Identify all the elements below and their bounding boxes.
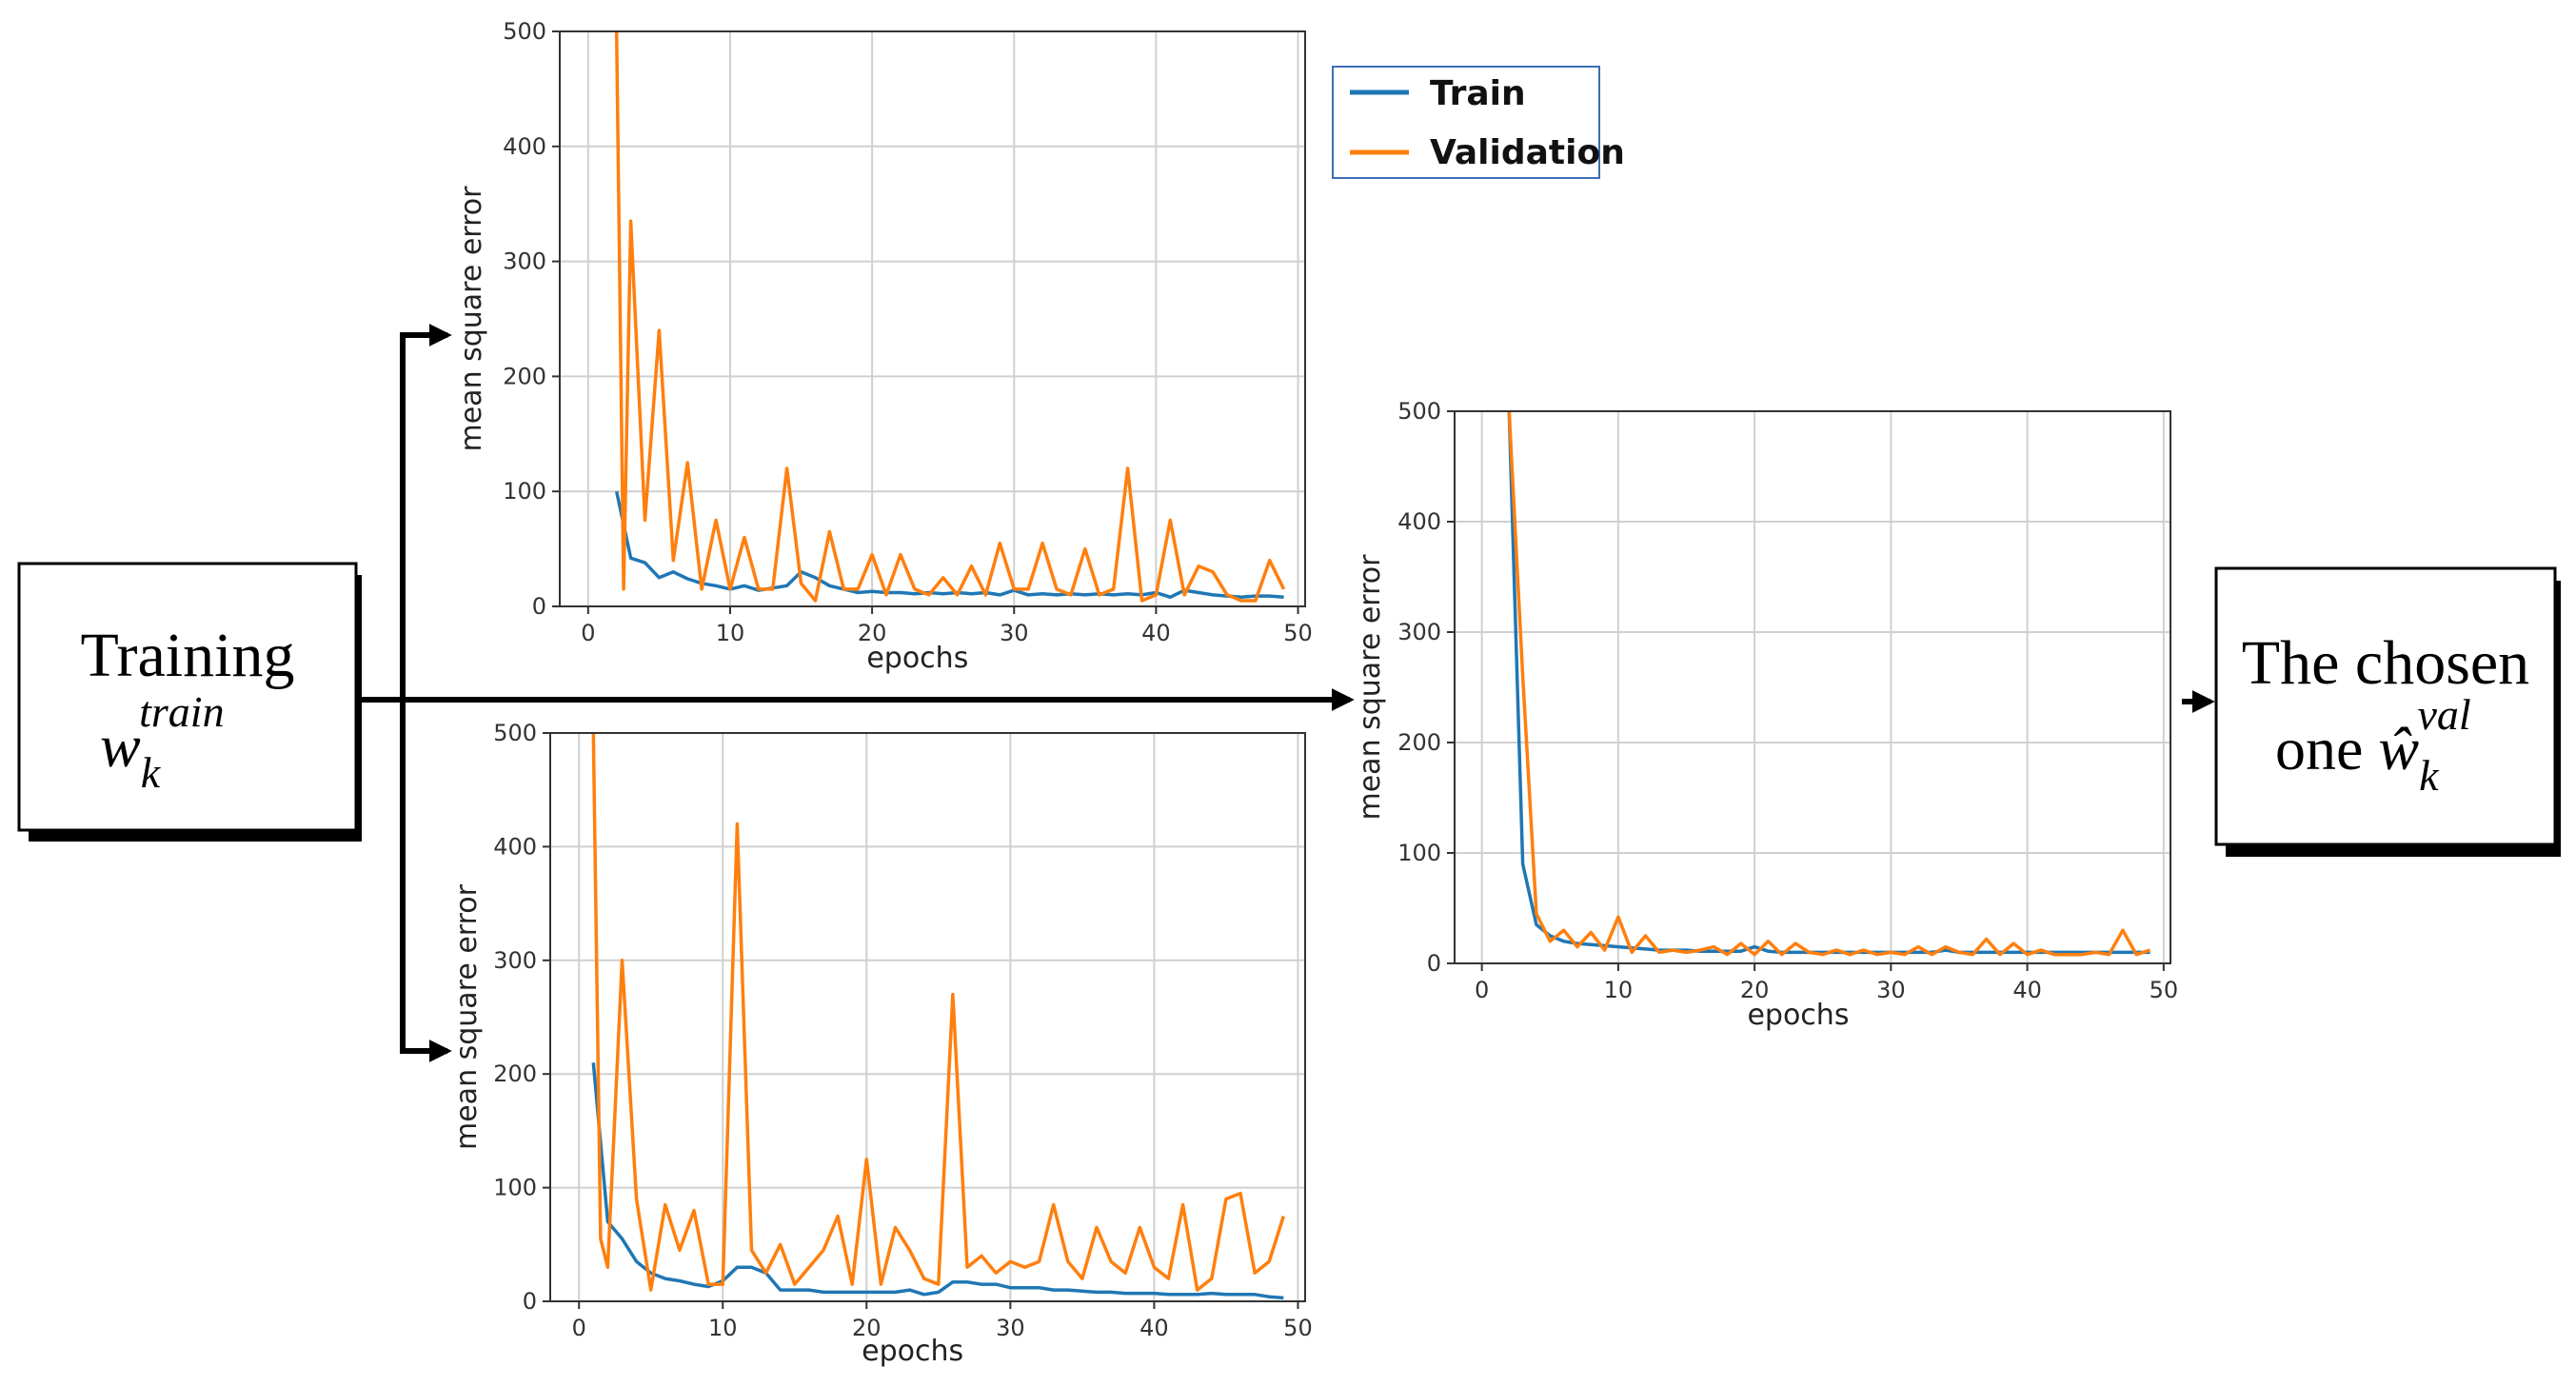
x-tick-label: 40 [2012,977,2042,1003]
y-tick-label: 400 [1397,508,1441,535]
x-tick-label: 0 [1475,977,1489,1003]
training-box: Training wk train [17,562,362,842]
x-tick-label: 20 [1740,977,1770,1003]
series-line-train [591,1062,1284,1300]
series-line-validation [1507,410,2151,957]
chosen-weight-base: ŵ [2378,715,2419,783]
y-tick-label: 200 [503,363,546,389]
training-box-frame [17,562,358,832]
flow-arrows [360,324,2215,1062]
y-tick-label: 0 [532,593,546,620]
training-weight-base: w [100,712,141,780]
chosen-weight-label: one ŵk val [2275,690,2471,800]
chosen-box-frame [2214,566,2557,846]
y-tick-label: 500 [503,18,546,45]
x-tick-label: 50 [1283,620,1313,646]
x-axis-label: epochs [862,1335,963,1368]
x-tick-label: 30 [1000,620,1029,646]
training-weight-sup: train [139,687,224,736]
legend-frame [1332,66,1600,179]
plot-frame [559,30,1306,607]
y-axis-label: mean square error [450,883,484,1150]
y-tick-label: 300 [503,248,546,275]
legend: Train Validation [1332,66,1625,179]
y-tick-label: 400 [503,133,546,160]
chosen-label-line1: The chosen [2242,628,2529,698]
y-tick-label: 100 [1397,840,1441,866]
x-tick-label: 10 [1604,977,1634,1003]
x-tick-label: 20 [858,620,887,646]
x-tick-label: 10 [716,620,745,646]
chosen-weight-sup: val [2418,690,2471,739]
plot-area [1455,411,2170,963]
y-axis-label: mean square error [455,186,488,452]
y-tick-label: 300 [1397,619,1441,645]
y-tick-label: 100 [493,1175,537,1201]
y-tick-label: 200 [1397,729,1441,756]
chosen-box: The chosen one ŵk val [2214,566,2561,857]
series-line-validation [591,732,1285,1292]
y-tick-label: 0 [523,1288,537,1315]
y-axis-label: mean square error [1354,554,1387,821]
plot-area [550,733,1305,1301]
y-tick-label: 500 [1397,398,1441,425]
training-label: Training [81,621,295,690]
legend-train-label: Train [1430,74,1526,113]
y-tick-label: 0 [1427,950,1441,977]
y-tick-label: 200 [493,1060,537,1087]
y-tick-label: 400 [493,833,537,860]
x-tick-label: 10 [708,1315,738,1341]
series-line-train [614,490,1284,600]
x-tick-label: 40 [1139,1315,1169,1341]
y-tick-label: 500 [493,720,537,746]
chosen-weight-sub: k [2419,751,2440,800]
x-tick-label: 50 [1283,1315,1313,1341]
x-axis-label: epochs [866,642,968,675]
x-tick-label: 50 [2150,977,2179,1003]
training-weight-sub: k [141,748,162,797]
series-line-validation [614,30,1286,603]
x-axis-label: epochs [1747,999,1849,1032]
plot-frame [1454,410,2171,964]
y-tick-label: 300 [493,947,537,974]
x-tick-label: 30 [996,1315,1025,1341]
plot-area [560,31,1305,606]
plot-frame [549,732,1306,1302]
y-tick-label: 100 [503,478,546,505]
x-tick-label: 0 [581,620,595,646]
legend-validation-label: Validation [1430,133,1625,172]
x-tick-label: 0 [572,1315,586,1341]
x-tick-label: 30 [1876,977,1906,1003]
training-weight-label: wk train [100,687,225,797]
chosen-prefix: one [2275,715,2378,783]
x-tick-label: 20 [852,1315,882,1341]
x-tick-label: 40 [1141,620,1171,646]
